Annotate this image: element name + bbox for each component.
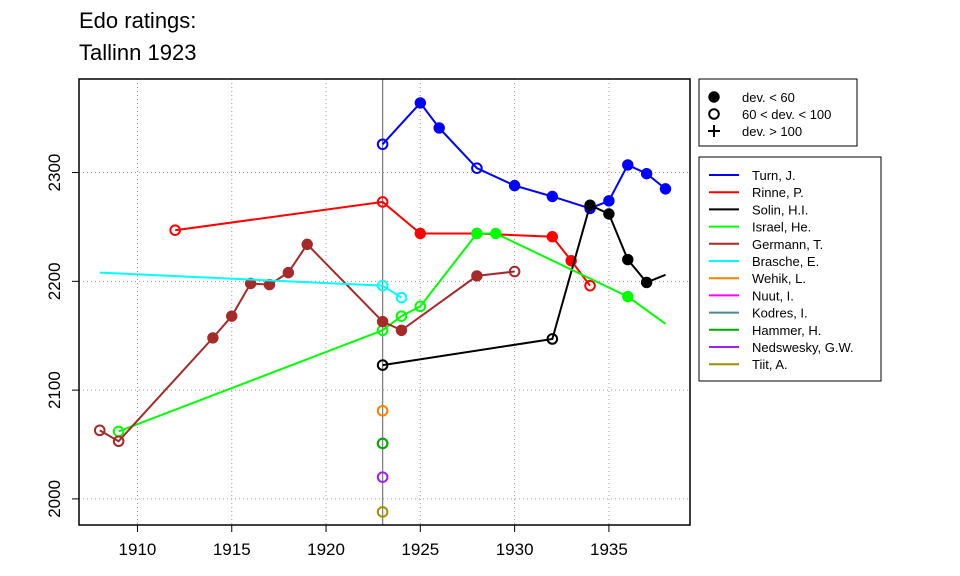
legend-label: Israel, He. [752, 220, 811, 235]
series-line [99, 271, 403, 299]
data-point [546, 231, 559, 243]
legend-label: Brasche, E. [752, 254, 819, 269]
data-point [622, 253, 634, 266]
chart-title-line-2: Tallinn 1923 [79, 40, 197, 65]
data-point [263, 278, 276, 291]
data-point [93, 424, 106, 437]
deviation-legend-label: 60 < dev. < 100 [742, 107, 831, 122]
players-legend-box [698, 156, 882, 382]
legend-label: Turn, J. [752, 168, 796, 183]
deviation-legend: dev. < 60 60 < dev. < 100 dev. > 100 [698, 78, 858, 147]
series-wehik-l [376, 404, 389, 417]
data-point [301, 238, 313, 251]
y-tick-label: 2100 [45, 371, 64, 409]
data-point [376, 279, 389, 292]
x-tick-label: 1910 [119, 540, 157, 559]
data-point [376, 315, 389, 328]
y-tick-label: 2300 [45, 154, 64, 192]
legend-label: Rinne, P. [752, 185, 804, 200]
data-point [433, 122, 445, 134]
legend-marker-open [708, 108, 720, 120]
legend-label: Solin, H.I. [752, 202, 808, 217]
data-point [659, 183, 672, 195]
data-point [395, 291, 408, 304]
y-tick-label: 2200 [45, 262, 64, 300]
legend-label: Germann, T. [752, 237, 823, 252]
series-line [118, 232, 667, 433]
series-line [382, 203, 666, 367]
data-point [546, 190, 559, 203]
data-point [471, 270, 483, 282]
plot-frame [78, 78, 691, 526]
series-tiit-a [376, 506, 389, 518]
deviation-legend-label: dev. < 60 [742, 90, 795, 105]
data-point [490, 227, 502, 240]
data-point [376, 471, 389, 483]
series-solin-h-i [376, 199, 666, 371]
x-tick-label: 1915 [213, 540, 251, 559]
data-point [471, 227, 483, 240]
legend-label: Tiit, A. [752, 357, 788, 372]
data-point [471, 162, 483, 174]
series-germann-t [93, 238, 521, 448]
deviation-legend-box [698, 78, 858, 147]
data-point [622, 290, 634, 303]
series-nedswesky-g-w [376, 471, 389, 483]
series-layer [93, 79, 672, 525]
series-turn-j [376, 97, 672, 215]
data-point [376, 359, 389, 371]
series-line [99, 242, 515, 443]
grid [79, 79, 690, 525]
legend-marker-plus [708, 125, 720, 137]
data-point [376, 138, 389, 151]
data-point [112, 435, 125, 448]
series-line [381, 101, 667, 210]
data-point [508, 265, 521, 278]
data-point [603, 208, 615, 220]
data-point [508, 179, 521, 192]
data-point [414, 97, 427, 109]
data-point [395, 310, 408, 322]
legend-marker-filled [708, 91, 720, 103]
data-point [376, 196, 389, 208]
data-point [622, 159, 634, 171]
data-point [376, 506, 389, 518]
x-tick-label: 1920 [307, 540, 345, 559]
legend-label: Wehik, L. [752, 271, 806, 286]
data-point [376, 404, 389, 417]
data-point [169, 224, 181, 237]
legend-label: Hammer, H. [752, 323, 821, 338]
data-point [640, 276, 653, 289]
series-hammer-h [376, 437, 389, 450]
data-point [414, 227, 427, 240]
data-point [640, 167, 653, 180]
legend-label: Nuut, I. [752, 288, 794, 303]
x-tick-label: 1925 [401, 540, 439, 559]
legend-label: Kodres, I. [752, 306, 808, 321]
data-point [226, 310, 238, 322]
players-legend: Turn, J. Rinne, P. Solin, H.I. Israel, He. G… [698, 156, 882, 382]
series-brasche-e [99, 271, 408, 304]
chart-title-line-1: Edo ratings: [79, 8, 197, 33]
data-point [282, 266, 295, 279]
data-point [546, 333, 559, 345]
data-point [244, 277, 257, 290]
x-tick-label: 1935 [590, 540, 628, 559]
data-point [603, 195, 615, 207]
data-point [207, 332, 219, 344]
axes: 1910 1915 1920 1925 1930 1935 2000 2100 2200 2300 [45, 154, 628, 559]
x-tick-label: 1930 [496, 540, 534, 559]
data-point [414, 300, 427, 313]
data-point [584, 279, 596, 292]
legend-label: Nedswesky, G.W. [752, 340, 854, 355]
deviation-legend-label: dev. > 100 [742, 124, 802, 139]
y-tick-label: 2000 [45, 480, 64, 518]
data-point [584, 199, 596, 211]
data-point [376, 437, 389, 450]
series-israel-he [112, 227, 667, 438]
data-point [395, 324, 408, 336]
